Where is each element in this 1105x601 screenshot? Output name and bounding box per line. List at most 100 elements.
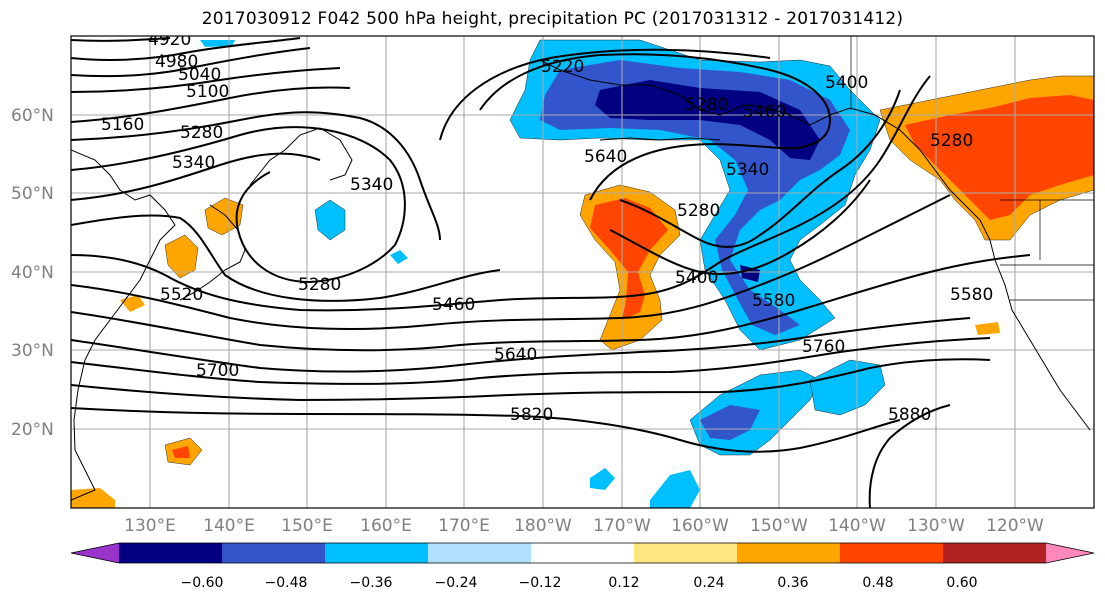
map-frame <box>70 35 1095 509</box>
lat-label: 30°N <box>11 341 54 361</box>
coastlines <box>71 59 1091 501</box>
lon-label: 140°E <box>203 516 255 536</box>
lon-label: 160°W <box>671 516 729 536</box>
pos-anomaly-japan-2 <box>204 197 244 236</box>
neg-anomaly-alaska-core <box>595 80 820 160</box>
lon-label: 180°W <box>514 516 572 536</box>
contour-label: 5340 <box>172 153 215 173</box>
lon-label: 150°E <box>281 516 333 536</box>
borders <box>850 36 1094 301</box>
neg-anomaly-core-small <box>740 265 760 282</box>
pos-anomaly-japan-1 <box>164 234 199 279</box>
contour-5340 <box>71 152 321 201</box>
colorbar-segment <box>943 543 1047 563</box>
colorbar-segment <box>737 543 841 563</box>
contour-label: 5580 <box>752 291 795 311</box>
colorbar-segment <box>325 543 429 563</box>
contour-trough-2 <box>609 179 871 275</box>
lon-label: 150°W <box>750 516 808 536</box>
coast-japan <box>179 204 246 301</box>
colorbar-segment <box>531 543 635 563</box>
contour-label: 5280 <box>298 275 341 295</box>
colorbar <box>70 542 1095 564</box>
colorbar-tick-label: 0.24 <box>693 575 724 591</box>
colorbar-segment <box>119 543 223 563</box>
neg-anomaly-top <box>200 40 235 47</box>
contour-label: 5280 <box>180 123 223 143</box>
colorbar-tick-label: −0.36 <box>350 575 393 591</box>
lon-label: 140°W <box>828 516 886 536</box>
coast-alaska <box>539 59 996 261</box>
contour-label: 5280 <box>677 201 720 221</box>
contour-label: 5160 <box>101 115 144 135</box>
aleutian-chain <box>599 137 721 141</box>
neg-anomaly-south-4 <box>590 468 615 490</box>
colorbar-tick-label: 0.36 <box>777 575 808 591</box>
latitude-labels: 20°N 30°N 40°N 50°N 60°N <box>11 106 54 440</box>
colorbar-extend-max <box>1046 543 1094 563</box>
pos-anomaly-small-2 <box>975 322 1000 335</box>
contour-5880 <box>868 404 951 508</box>
contour-5280 <box>71 126 406 284</box>
lat-label: 20°N <box>11 420 54 440</box>
pos-anomaly-small-3-core <box>172 446 190 458</box>
lat-label: 40°N <box>11 263 54 283</box>
neg-anomaly-south-3 <box>650 470 700 508</box>
contour-label: 5460 <box>743 102 786 122</box>
colorbar-tick-label: −0.24 <box>435 575 478 591</box>
contour-label: 5760 <box>802 337 845 357</box>
contour-4920 <box>71 37 171 42</box>
contour-5640 <box>71 317 971 373</box>
contour-low-alaska-2 <box>439 48 771 141</box>
height-contours <box>71 37 1031 508</box>
contour-label: 5580 <box>950 285 993 305</box>
lon-label: 170°W <box>593 516 651 536</box>
contour-5520 <box>71 194 951 331</box>
contour-trough-1 <box>619 89 901 248</box>
pos-anomaly-small-1 <box>120 295 145 312</box>
neg-anomaly-south-2 <box>809 359 886 416</box>
colorbar-tick-label: 0.60 <box>946 575 977 591</box>
pos-anomaly-small-4 <box>71 488 115 508</box>
contour-label: 5520 <box>160 285 203 305</box>
contour-label: 5340 <box>350 175 393 195</box>
contour-label: 5400 <box>675 268 718 288</box>
lon-label: 130°E <box>124 516 176 536</box>
contour-label: 5820 <box>510 405 553 425</box>
contour-5760 <box>71 358 991 402</box>
contour-label: 5640 <box>494 345 537 365</box>
colorbar-tick-label: 0.48 <box>862 575 893 591</box>
contour-5160 <box>71 86 351 123</box>
colorbar-segment <box>222 543 326 563</box>
colorbar-tick-label: 0.12 <box>608 575 639 591</box>
contour-label: 5400 <box>825 73 868 93</box>
contour-labels: 4920 4980 5040 5100 5160 5280 5340 5220 … <box>101 36 993 425</box>
contour-label: 5220 <box>541 57 584 77</box>
contour-5040 <box>71 47 311 78</box>
contour-label: 5280 <box>685 95 728 115</box>
contour-label: 5280 <box>930 131 973 151</box>
neg-anomaly-japan <box>314 199 346 241</box>
contour-label: 5460 <box>432 295 475 315</box>
contour-label: 5040 <box>178 65 221 85</box>
contour-5700 <box>71 337 991 385</box>
contour-label: 5340 <box>726 160 769 180</box>
neg-anomaly-small-1 <box>390 250 408 264</box>
lon-label: 160°E <box>360 516 412 536</box>
lon-label: 130°W <box>907 516 965 536</box>
colorbar-tick-label: −0.60 <box>181 575 224 591</box>
contour-5820 <box>71 407 901 453</box>
pos-anomaly-central-core <box>590 198 668 320</box>
contour-label: 5880 <box>888 405 931 425</box>
contour-label: 5100 <box>186 82 229 102</box>
pos-anomaly-america-core <box>905 95 1094 220</box>
lon-label: 170°E <box>438 516 490 536</box>
contour-label: 5640 <box>584 147 627 167</box>
colorbar-tick-labels: −0.60 −0.48 −0.36 −0.24 −0.12 0.12 0.24 … <box>181 575 978 591</box>
contour-5580 <box>71 254 1031 352</box>
colorbar-extend-min <box>71 543 119 563</box>
colorbar-outline <box>70 542 1095 564</box>
contour-5400 <box>71 214 501 302</box>
colorbar-tick-label: −0.48 <box>265 575 308 591</box>
